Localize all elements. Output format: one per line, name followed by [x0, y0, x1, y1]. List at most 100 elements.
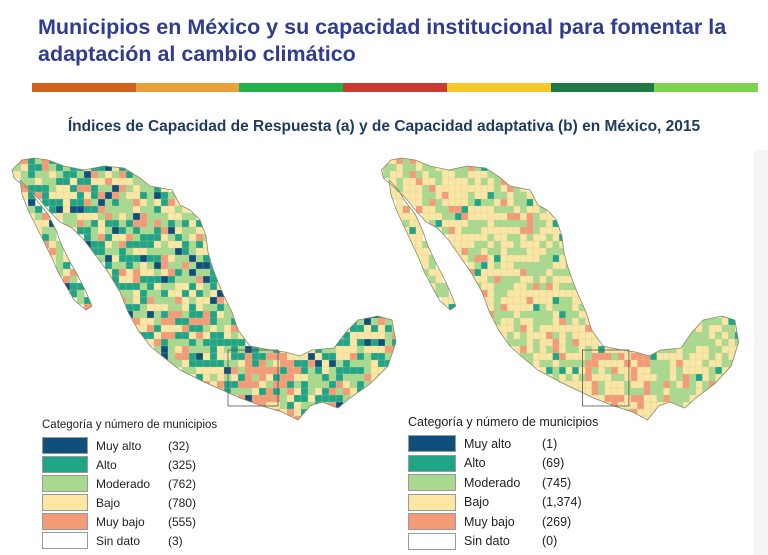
municipality-cell	[513, 310, 521, 319]
municipality-cell	[132, 296, 141, 305]
municipality-cell	[181, 317, 190, 326]
legend-count: (780)	[168, 495, 197, 510]
municipality-cell	[454, 170, 463, 179]
municipality-cell	[167, 191, 176, 200]
municipality-cell	[139, 317, 148, 326]
legend-row: Sin dato (3)	[42, 531, 217, 550]
municipality-cell	[174, 254, 183, 263]
municipality-cell	[188, 268, 197, 277]
legend-swatch	[42, 494, 88, 511]
municipality-cell	[487, 184, 495, 193]
municipality-cell	[545, 331, 554, 340]
municipality-cell	[396, 163, 404, 172]
municipality-cell	[506, 275, 515, 284]
municipality-cell	[160, 233, 169, 242]
municipality-cell	[209, 345, 218, 354]
municipality-cell	[160, 338, 169, 347]
municipality-cell	[41, 163, 50, 172]
municipality-cell	[702, 338, 710, 347]
municipality-cell	[539, 233, 547, 242]
municipality-cell	[356, 331, 365, 340]
municipality-cell	[604, 359, 612, 368]
municipality-cell	[202, 352, 211, 361]
municipality-cell	[422, 205, 430, 214]
municipality-cell	[293, 359, 302, 368]
municipality-cell	[97, 240, 106, 249]
municipality-cell	[286, 380, 295, 389]
municipality-cell	[146, 191, 155, 200]
municipality-cell	[532, 338, 541, 347]
municipality-cell	[188, 275, 197, 284]
municipality-cell	[454, 177, 463, 186]
municipality-cell	[519, 303, 528, 312]
municipality-cell	[251, 387, 260, 396]
municipality-cell	[55, 170, 64, 179]
municipality-cell	[441, 289, 450, 298]
municipality-cell	[611, 352, 619, 361]
municipality-cell	[286, 387, 295, 396]
municipality-cell	[454, 240, 463, 249]
municipality-cell	[139, 254, 148, 263]
municipality-cell	[125, 226, 134, 235]
municipality-cell	[532, 205, 541, 214]
municipality-cell	[572, 366, 580, 375]
municipality-cell	[519, 338, 528, 347]
municipality-cell	[216, 338, 225, 347]
municipality-cell	[708, 338, 716, 347]
municipality-cell	[513, 219, 521, 228]
municipality-cell	[617, 373, 625, 382]
municipality-cell	[244, 366, 253, 375]
municipality-cell	[441, 198, 450, 207]
municipality-cell	[216, 359, 225, 368]
municipality-cell	[139, 212, 148, 221]
municipality-cell	[216, 303, 225, 312]
municipality-cell	[146, 240, 155, 249]
municipality-cell	[500, 226, 508, 235]
municipality-cell	[643, 401, 651, 410]
municipality-cell	[539, 261, 547, 270]
municipality-cell	[328, 366, 337, 375]
municipality-cell	[174, 205, 183, 214]
municipality-cell	[506, 324, 515, 333]
municipality-cell	[167, 226, 176, 235]
municipality-cell	[335, 352, 344, 361]
legend-swatch	[408, 474, 456, 492]
municipality-cell	[195, 261, 204, 270]
municipality-cell	[578, 310, 586, 319]
municipality-cell	[676, 366, 684, 375]
detail-inset-box	[227, 349, 279, 407]
municipality-cell	[474, 233, 482, 242]
municipality-cell	[293, 401, 302, 410]
municipality-cell	[702, 373, 710, 382]
municipality-cell	[669, 352, 677, 361]
municipality-cell	[272, 394, 281, 403]
municipality-cell	[552, 366, 560, 375]
municipality-cell	[545, 254, 554, 263]
municipality-cell	[695, 331, 703, 340]
municipality-cell	[160, 226, 169, 235]
municipality-cell	[539, 289, 547, 298]
municipality-cell	[62, 163, 71, 172]
municipality-cell	[202, 359, 211, 368]
municipality-cell	[493, 247, 502, 256]
municipality-cell	[558, 352, 567, 361]
municipality-cell	[314, 359, 323, 368]
municipality-cell	[545, 303, 554, 312]
municipality-cell	[160, 247, 169, 256]
municipality-cell	[188, 331, 197, 340]
municipality-cell	[689, 387, 697, 396]
municipality-cell	[467, 191, 476, 200]
municipality-cell	[715, 373, 723, 382]
municipality-cell	[487, 268, 495, 277]
municipality-cell	[181, 254, 190, 263]
municipality-cell	[174, 219, 183, 228]
municipality-cell	[160, 261, 169, 270]
municipality-cell	[125, 205, 134, 214]
municipality-cell	[519, 254, 528, 263]
municipality-cell	[558, 331, 567, 340]
municipality-cell	[167, 331, 176, 340]
municipality-cell	[314, 387, 323, 396]
municipality-cell	[695, 394, 703, 403]
legend-row: Moderado (762)	[42, 474, 217, 493]
municipality-cell	[69, 212, 78, 221]
